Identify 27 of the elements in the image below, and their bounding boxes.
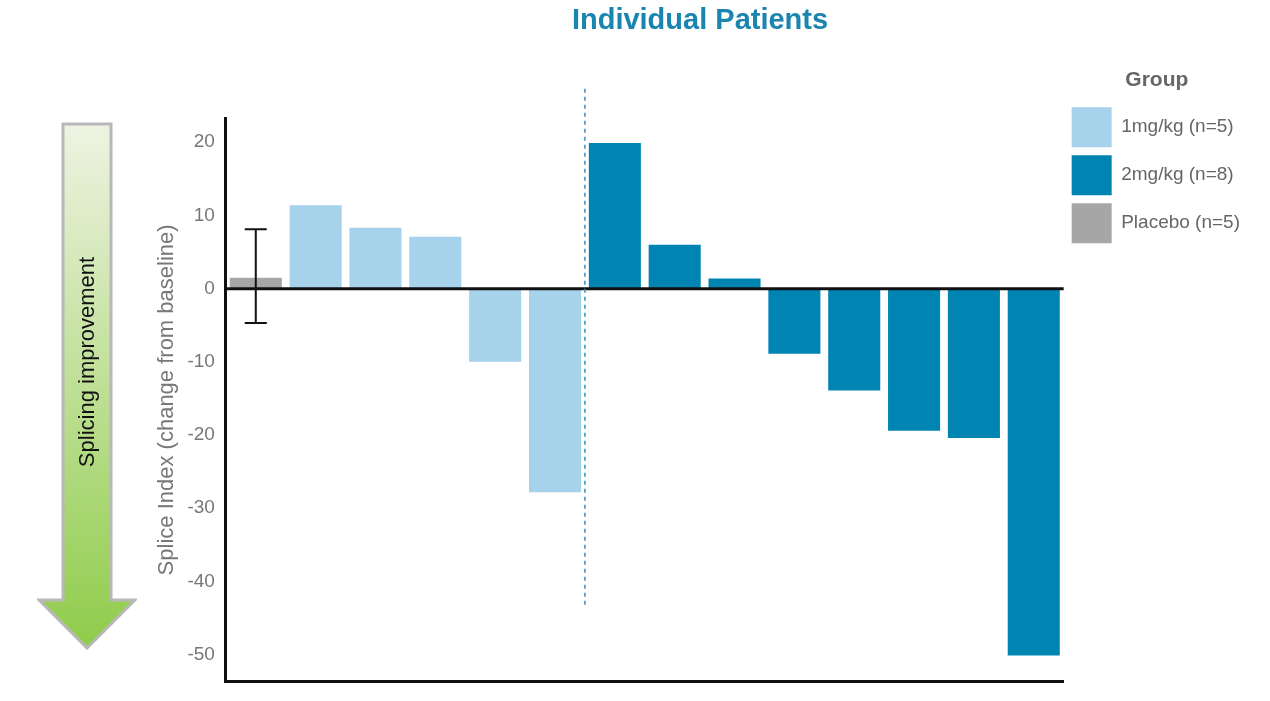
y-axis-title: Splice Index (change from baseline) xyxy=(153,224,179,576)
bar xyxy=(409,236,462,289)
bar xyxy=(947,288,1000,438)
bar xyxy=(528,288,582,493)
legend-title: Group xyxy=(1125,67,1189,91)
bar xyxy=(768,288,821,354)
bar xyxy=(289,205,342,289)
bar xyxy=(469,288,522,362)
y-tick-label: -10 xyxy=(187,350,215,372)
bar xyxy=(828,288,881,391)
bar xyxy=(648,244,701,289)
y-tick-label: 0 xyxy=(204,276,215,298)
chart-title: Individual Patients xyxy=(571,3,829,36)
bar xyxy=(588,142,641,289)
bar xyxy=(349,227,402,289)
y-tick-label: 20 xyxy=(193,130,215,152)
y-tick-label: 10 xyxy=(193,203,215,225)
y-tick-label: -40 xyxy=(187,569,215,591)
legend-label: Placebo (n=5) xyxy=(1121,211,1240,233)
bar xyxy=(888,288,941,431)
y-tick-label: -20 xyxy=(187,423,215,445)
y-tick-label: -50 xyxy=(187,642,215,664)
legend-label: 1mg/kg (n=5) xyxy=(1121,115,1234,137)
y-tick-label: -30 xyxy=(187,496,215,518)
bar xyxy=(1007,288,1060,656)
text: Splicing improvement xyxy=(74,256,100,468)
legend-label: 2mg/kg (n=8) xyxy=(1121,163,1234,185)
